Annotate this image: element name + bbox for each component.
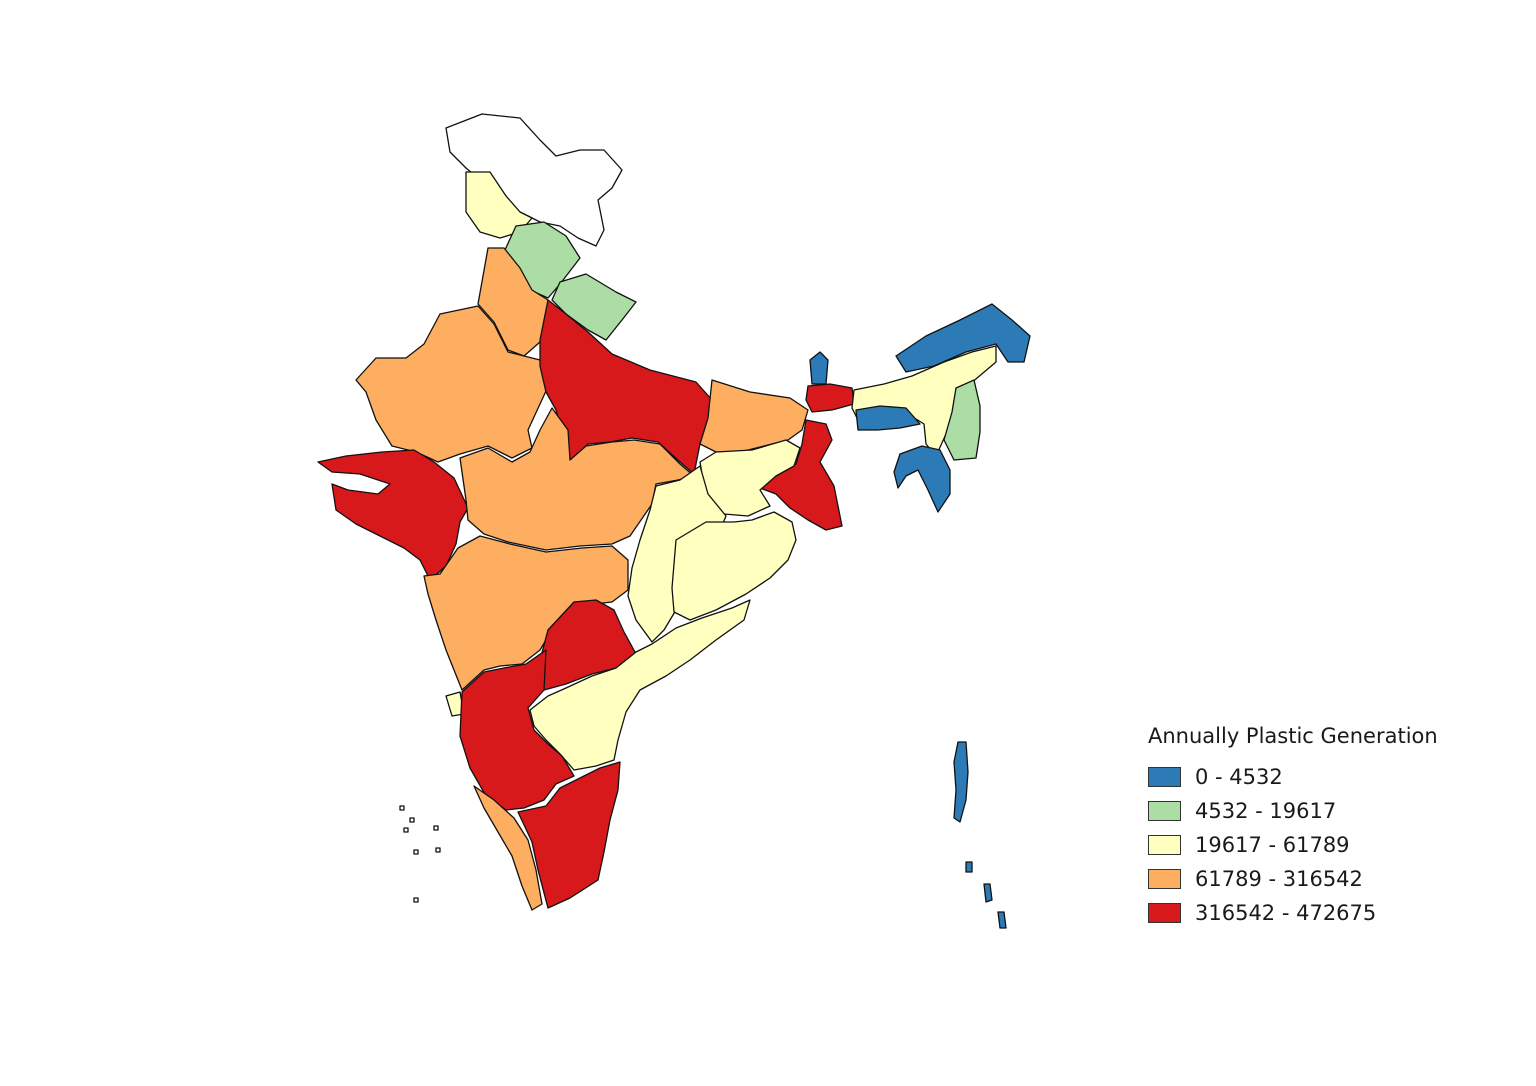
legend-swatch	[1148, 903, 1181, 923]
region-bihar	[699, 379, 809, 453]
region-meghalaya	[855, 405, 921, 431]
region-tamil-nadu	[517, 761, 621, 909]
legend-swatch	[1148, 869, 1181, 889]
legend-label: 19617 - 61789	[1195, 833, 1350, 857]
region-andaman-nicobar	[953, 741, 1007, 929]
legend-label: 61789 - 316542	[1195, 867, 1363, 891]
map-legend: Annually Plastic Generation 0 - 4532 453…	[1148, 724, 1438, 930]
legend-item: 0 - 4532	[1148, 760, 1438, 794]
legend-label: 0 - 4532	[1195, 765, 1283, 789]
legend-label: 316542 - 472675	[1195, 901, 1377, 925]
region-andhra-pradesh	[529, 599, 751, 771]
region-nagaland-manipur	[943, 379, 981, 461]
legend-swatch	[1148, 767, 1181, 787]
region-sikkim	[809, 351, 829, 385]
region-odisha	[671, 511, 797, 621]
region-west-bengal-north	[805, 383, 855, 413]
region-uttar-pradesh	[539, 299, 713, 475]
legend-swatch	[1148, 801, 1181, 821]
legend-item: 61789 - 316542	[1148, 862, 1438, 896]
region-uttarakhand	[551, 273, 637, 341]
legend-label: 4532 - 19617	[1195, 799, 1337, 823]
region-rajasthan	[355, 305, 553, 463]
region-arunachal	[895, 303, 1031, 373]
legend-title: Annually Plastic Generation	[1148, 724, 1438, 748]
legend-swatch	[1148, 835, 1181, 855]
region-tripura-mizoram	[893, 445, 951, 513]
region-kerala	[473, 785, 543, 911]
legend-item: 4532 - 19617	[1148, 794, 1438, 828]
region-lakshadweep	[399, 805, 441, 903]
region-gujarat	[317, 449, 469, 581]
legend-item: 19617 - 61789	[1148, 828, 1438, 862]
legend-item: 316542 - 472675	[1148, 896, 1438, 930]
region-madhya-pradesh	[459, 407, 695, 551]
